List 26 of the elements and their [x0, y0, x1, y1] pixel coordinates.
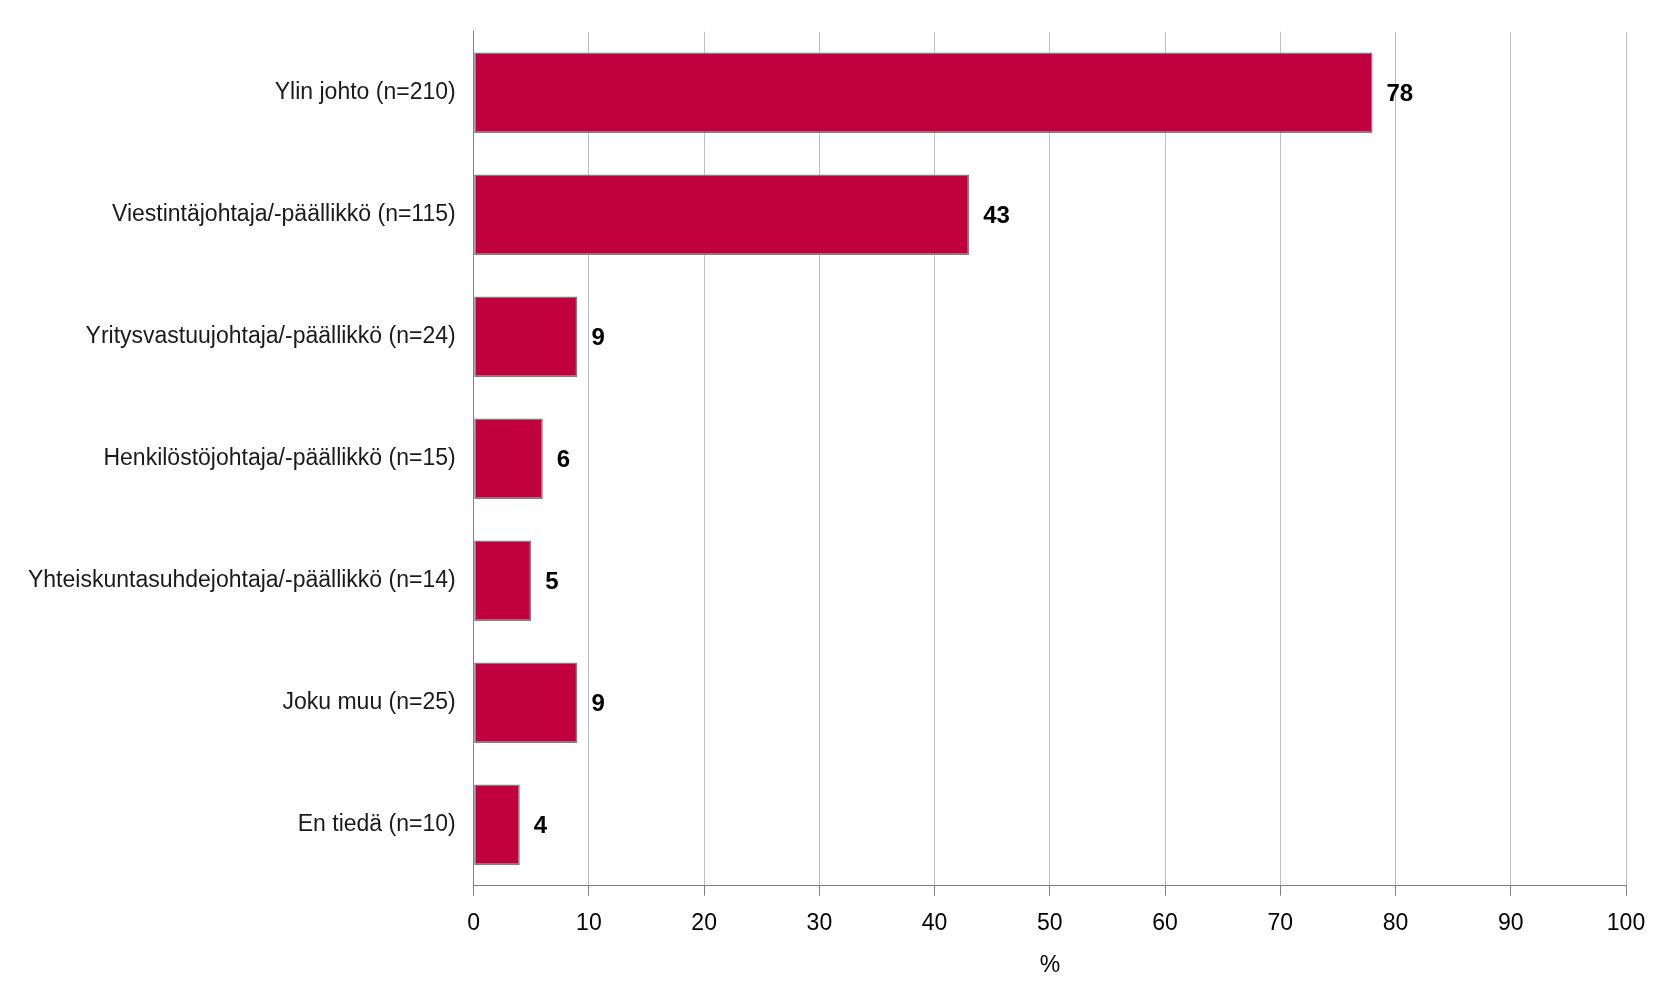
y-tick-label: Yhteiskuntasuhdejohtaja/-päällikkö (n=14) [27, 566, 456, 593]
y-tick-label: Yritysvastuujohtaja/-päällikkö (n=24) [85, 322, 456, 349]
x-tick-label: 90 [1497, 908, 1524, 935]
data-label: 9 [591, 689, 605, 717]
y-tick-label: En tiedä (n=10) [297, 810, 456, 837]
data-label: 9 [591, 323, 605, 351]
x-tick-label: 0 [467, 908, 481, 935]
y-tick-label: Ylin johto (n=210) [274, 78, 456, 105]
y-tick-label: Henkilöstöjohtaja/-päällikkö (n=15) [103, 444, 456, 471]
x-tick-label: 10 [576, 908, 602, 935]
y-tick-label: Viestintäjohtaja/-päällikkö (n=115) [111, 200, 456, 227]
x-tick-label: 50 [1037, 908, 1063, 935]
x-axis-title: % [1039, 950, 1061, 977]
x-tick-label: 40 [921, 908, 948, 935]
x-tick-label: 70 [1267, 908, 1294, 935]
x-tick-label: 20 [691, 908, 717, 935]
data-label: 5 [545, 567, 559, 595]
data-label: 43 [983, 201, 1010, 229]
data-label: 78 [1386, 79, 1414, 107]
x-tick-label: 30 [806, 908, 833, 935]
x-tick-label: 80 [1382, 908, 1409, 935]
x-tick-label: 100 [1606, 908, 1646, 935]
x-tick-label: 60 [1152, 908, 1178, 935]
y-tick-label: Joku muu (n=25) [282, 688, 456, 715]
data-label: 4 [533, 811, 548, 839]
data-label: 6 [556, 445, 571, 473]
